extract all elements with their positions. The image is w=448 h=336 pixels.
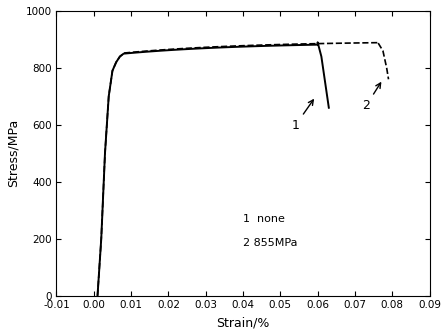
- Y-axis label: Stress/MPa: Stress/MPa: [7, 119, 20, 187]
- Text: 1  none: 1 none: [243, 214, 285, 224]
- X-axis label: Strain/%: Strain/%: [216, 316, 270, 329]
- Text: 2 855MPa: 2 855MPa: [243, 238, 297, 248]
- Text: 2: 2: [362, 83, 381, 112]
- Text: 1: 1: [291, 100, 313, 132]
